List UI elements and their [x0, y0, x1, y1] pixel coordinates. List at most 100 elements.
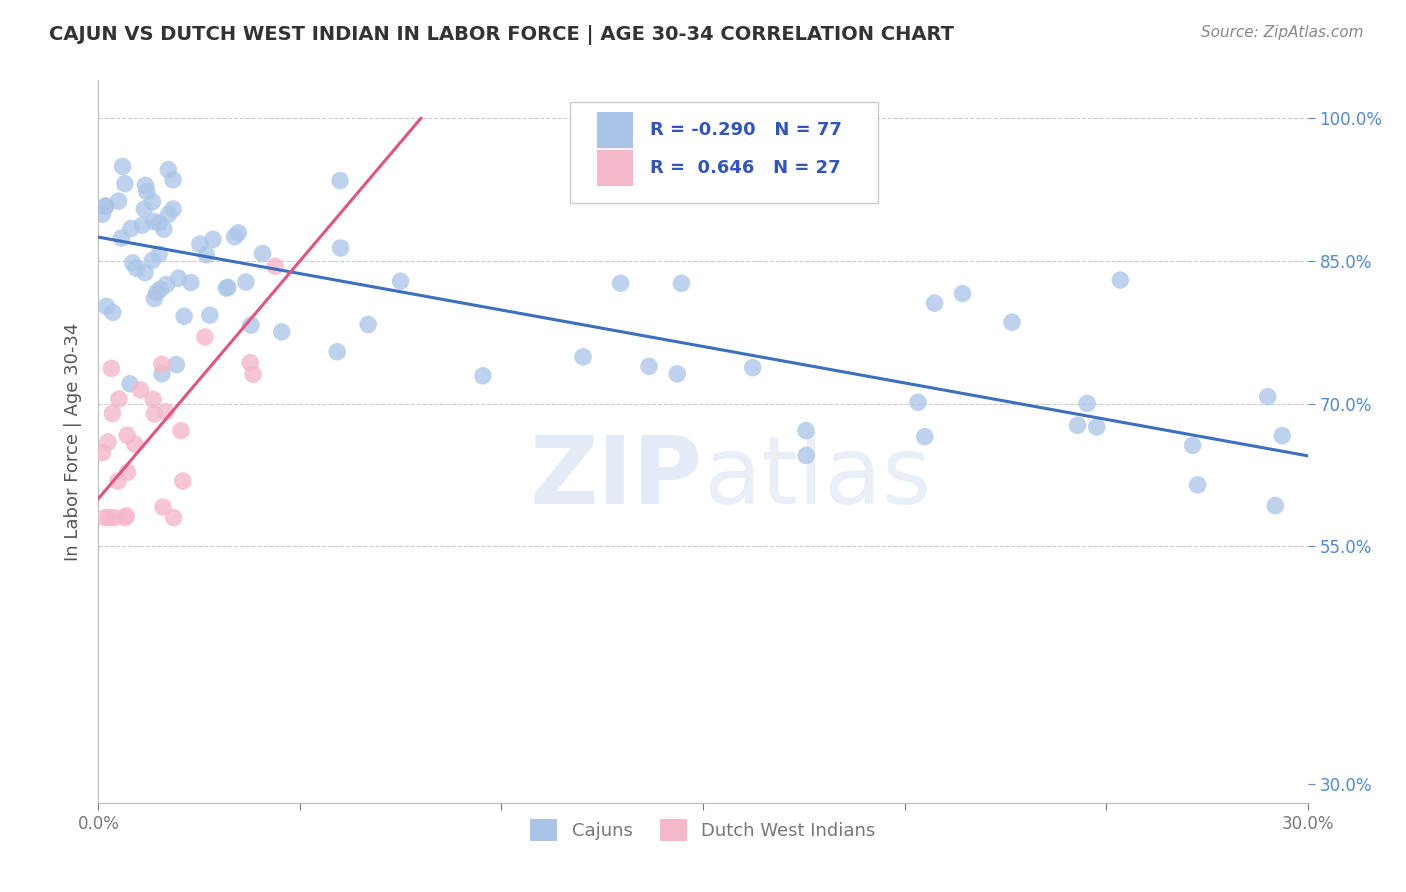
- Text: Source: ZipAtlas.com: Source: ZipAtlas.com: [1201, 25, 1364, 40]
- Point: [91, 207, 114, 221]
- Point: [638, 359, 661, 374]
- Point: [194, 330, 217, 344]
- Point: [170, 424, 193, 438]
- Point: [198, 308, 221, 322]
- Point: [141, 253, 163, 268]
- Point: [180, 276, 202, 290]
- Point: [264, 260, 287, 274]
- Text: R = -0.290   N = 77: R = -0.290 N = 77: [650, 121, 842, 139]
- Point: [242, 368, 264, 382]
- Point: [103, 510, 125, 524]
- Point: [115, 508, 138, 523]
- Point: [1109, 273, 1132, 287]
- Point: [239, 318, 262, 333]
- Point: [201, 232, 224, 246]
- Point: [389, 274, 412, 288]
- Point: [118, 376, 141, 391]
- Point: [173, 310, 195, 324]
- Point: [115, 428, 138, 442]
- Point: [235, 275, 257, 289]
- Point: [794, 449, 817, 463]
- Point: [609, 276, 631, 290]
- Point: [326, 344, 349, 359]
- FancyBboxPatch shape: [569, 102, 879, 203]
- Point: [142, 214, 165, 228]
- Point: [157, 207, 180, 221]
- Point: [165, 358, 187, 372]
- Point: [572, 350, 595, 364]
- Point: [329, 173, 352, 187]
- Point: [952, 286, 974, 301]
- Text: R =  0.646   N = 27: R = 0.646 N = 27: [650, 159, 841, 177]
- Point: [224, 229, 246, 244]
- Point: [150, 367, 173, 381]
- Point: [120, 221, 142, 235]
- Point: [1257, 390, 1279, 404]
- Point: [145, 285, 167, 300]
- Point: [134, 202, 156, 216]
- Point: [125, 261, 148, 276]
- Point: [162, 202, 184, 216]
- Point: [150, 357, 173, 371]
- Point: [149, 282, 172, 296]
- FancyBboxPatch shape: [596, 150, 633, 186]
- Point: [239, 356, 262, 370]
- Point: [148, 216, 170, 230]
- Point: [666, 367, 689, 381]
- Point: [155, 277, 177, 292]
- Point: [131, 218, 153, 232]
- Point: [124, 437, 146, 451]
- Point: [94, 199, 117, 213]
- Point: [135, 185, 157, 199]
- Point: [97, 435, 120, 450]
- Point: [217, 280, 239, 294]
- Point: [114, 177, 136, 191]
- Point: [252, 246, 274, 260]
- Point: [117, 466, 139, 480]
- Point: [129, 383, 152, 397]
- Point: [163, 510, 186, 524]
- Point: [1066, 418, 1088, 433]
- Point: [107, 474, 129, 488]
- Point: [121, 256, 143, 270]
- Point: [157, 162, 180, 177]
- Point: [188, 237, 211, 252]
- Point: [357, 318, 380, 332]
- Point: [94, 200, 117, 214]
- Point: [114, 510, 136, 524]
- Point: [148, 247, 170, 261]
- Point: [671, 277, 693, 291]
- Text: atlas: atlas: [703, 432, 931, 524]
- Point: [101, 305, 124, 319]
- Text: ZIP: ZIP: [530, 432, 703, 524]
- Point: [215, 281, 238, 295]
- Point: [924, 296, 946, 310]
- Point: [153, 222, 176, 236]
- Point: [914, 430, 936, 444]
- Point: [1264, 499, 1286, 513]
- Text: CAJUN VS DUTCH WEST INDIAN IN LABOR FORCE | AGE 30-34 CORRELATION CHART: CAJUN VS DUTCH WEST INDIAN IN LABOR FORC…: [49, 25, 955, 45]
- Point: [794, 424, 817, 438]
- Legend: Cajuns, Dutch West Indians: Cajuns, Dutch West Indians: [523, 812, 883, 848]
- Point: [142, 392, 165, 407]
- Point: [741, 360, 763, 375]
- Point: [141, 194, 163, 209]
- Point: [1187, 478, 1209, 492]
- Point: [172, 474, 194, 488]
- Point: [134, 266, 156, 280]
- Point: [111, 160, 134, 174]
- Point: [91, 446, 114, 460]
- Point: [270, 325, 292, 339]
- Y-axis label: In Labor Force | Age 30-34: In Labor Force | Age 30-34: [63, 322, 82, 561]
- Point: [98, 510, 121, 524]
- Point: [110, 231, 132, 245]
- Point: [1076, 396, 1098, 410]
- Point: [134, 178, 156, 193]
- Point: [108, 392, 131, 406]
- Point: [1271, 428, 1294, 442]
- Point: [152, 500, 174, 514]
- Point: [155, 405, 177, 419]
- FancyBboxPatch shape: [596, 112, 633, 148]
- Point: [1085, 420, 1108, 434]
- Point: [471, 368, 494, 383]
